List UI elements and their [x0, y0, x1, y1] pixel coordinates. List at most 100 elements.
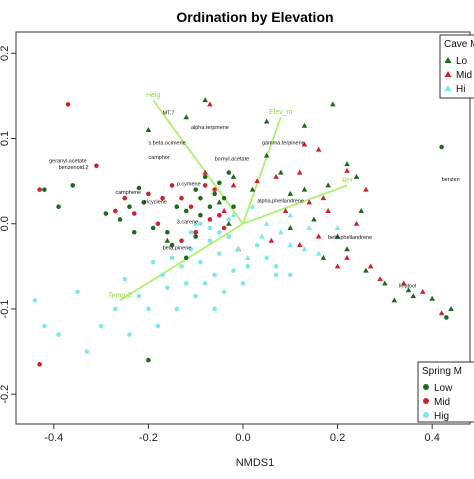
data-point-circle [212, 272, 217, 278]
data-point-circle [160, 272, 165, 278]
data-point-circle [207, 225, 213, 231]
legend-marker-triangle [444, 57, 452, 63]
data-point-triangle [405, 287, 412, 293]
data-point-circle [117, 217, 123, 222]
data-point-circle [231, 268, 236, 273]
data-point-triangle [192, 220, 199, 226]
data-point-triangle [320, 254, 327, 260]
data-point-circle [183, 255, 189, 261]
data-point-circle [439, 144, 444, 150]
compound-label: beta.pinene [163, 245, 192, 251]
data-point-triangle [202, 97, 208, 103]
data-point-circle [37, 362, 42, 367]
data-point-triangle [278, 169, 284, 175]
legend-box [439, 34, 474, 99]
data-point-triangle [249, 203, 256, 209]
data-point-circle [193, 229, 199, 235]
data-point-circle [56, 204, 61, 209]
data-point-circle [240, 281, 246, 286]
compound-label: camphene [115, 190, 141, 196]
data-point-triangle [334, 225, 341, 230]
data-point-triangle [358, 207, 365, 213]
data-point-circle [122, 195, 128, 201]
compound-label: tricyclene [144, 199, 167, 205]
data-point-circle [165, 229, 170, 235]
data-point-circle [273, 264, 279, 269]
data-point-triangle [301, 141, 308, 147]
compound-label: bornyl.acetate [215, 157, 250, 163]
data-point-circle [70, 183, 76, 188]
legend-entry-label: Low [434, 383, 453, 394]
data-point-triangle [216, 199, 223, 205]
data-point-circle [65, 102, 71, 107]
data-point-circle [221, 289, 227, 295]
compound-label: p.cymene [177, 181, 201, 187]
data-point-circle [207, 204, 213, 209]
data-point-triangle [230, 173, 237, 179]
data-point-circle [226, 234, 232, 239]
data-point-triangle [325, 207, 331, 213]
data-point-circle [127, 332, 132, 337]
y-tick-label: 0.2 [0, 46, 11, 61]
data-point-triangle [382, 280, 388, 286]
data-point-circle [98, 323, 104, 329]
data-point-triangle [254, 178, 260, 184]
data-point-triangle [363, 267, 369, 273]
compound-label: MT.7 [163, 111, 175, 117]
x-tick-label: 0.0 [235, 432, 250, 444]
data-point-circle [165, 285, 170, 290]
data-point-triangle [363, 186, 369, 192]
data-point-triangle [330, 101, 336, 107]
data-point-triangle [353, 220, 360, 226]
data-point-circle [122, 276, 128, 282]
vector-label: Temp.C [108, 292, 132, 299]
data-point-triangle [287, 190, 294, 196]
compound-label: beta.phellandrene [328, 235, 372, 241]
data-point-triangle [145, 127, 152, 132]
data-point-circle [212, 191, 217, 197]
data-point-circle [273, 272, 279, 278]
vector-arrow [242, 116, 282, 225]
data-point-triangle [207, 101, 213, 107]
vector-arrow [152, 99, 244, 225]
vector-label: RH [342, 177, 352, 184]
compound-label: alpha.phellandrene [257, 198, 304, 204]
data-point-circle [444, 315, 449, 320]
data-point-circle [183, 208, 189, 214]
data-point-circle [193, 187, 199, 192]
data-point-triangle [306, 225, 313, 230]
data-point-circle [188, 204, 194, 209]
vector-label: Elev_m [269, 109, 293, 116]
x-tick-label: -0.4 [44, 432, 63, 444]
data-point-triangle [202, 169, 208, 175]
data-point-triangle [306, 199, 313, 205]
legend-entry-label: Mid [456, 70, 472, 81]
data-point-circle [150, 259, 156, 265]
compound-label: camphor [148, 155, 170, 161]
data-point-triangle [230, 182, 237, 188]
data-point-circle [146, 191, 151, 197]
legend-entry-label: Lo [456, 56, 468, 67]
data-point-triangle [410, 293, 417, 299]
data-point-triangle [273, 173, 279, 179]
data-point-circle [75, 289, 80, 295]
data-point-triangle [268, 237, 275, 243]
data-point-circle [212, 187, 217, 192]
data-point-circle [188, 229, 194, 235]
data-point-circle [42, 187, 47, 192]
data-point-circle [217, 251, 222, 256]
data-point-triangle [429, 295, 435, 301]
data-point-circle [150, 225, 156, 231]
data-point-circle [254, 242, 260, 248]
data-point-circle [188, 247, 194, 252]
data-point-triangle [320, 195, 327, 201]
data-point-circle [207, 217, 213, 222]
data-point-circle [131, 211, 137, 216]
data-point-circle [207, 238, 213, 244]
data-point-triangle [353, 173, 360, 179]
legend-entry-label: Mid [434, 397, 450, 408]
data-point-triangle [263, 220, 270, 226]
data-point-triangle [311, 216, 317, 222]
data-point-circle [84, 349, 90, 354]
